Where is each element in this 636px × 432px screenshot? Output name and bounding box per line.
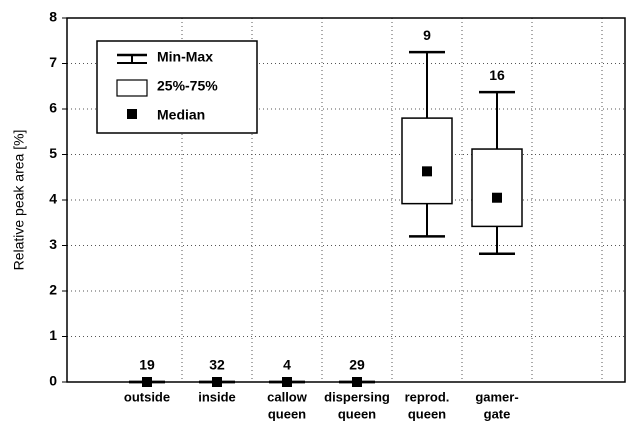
x-tick-label: queen [408, 406, 446, 421]
y-axis-label: Relative peak area [%] [11, 130, 27, 271]
count-label: 19 [139, 357, 155, 373]
box [471, 148, 523, 228]
y-tick-label: 6 [49, 100, 57, 116]
box [401, 117, 453, 205]
y-tick-label: 4 [49, 191, 57, 207]
y-tick-label: 8 [49, 9, 57, 25]
legend-box-swatch [116, 79, 148, 97]
x-tick-label: gamer- [475, 389, 518, 404]
x-tick-label: inside [198, 389, 236, 404]
y-tick-label: 7 [49, 54, 57, 70]
legend-label: Median [157, 107, 205, 123]
legend-median-swatch [127, 109, 137, 119]
median [352, 377, 362, 387]
median [492, 192, 502, 203]
x-tick-label: outside [124, 389, 170, 404]
count-label: 4 [283, 357, 291, 373]
x-tick-label: gate [484, 406, 511, 421]
legend-label: Min-Max [157, 49, 213, 65]
y-tick-label: 3 [49, 236, 57, 252]
count-label: 32 [209, 357, 225, 373]
x-tick-label: dispersing [324, 389, 390, 404]
y-tick-label: 1 [49, 327, 57, 343]
x-tick-label: queen [338, 406, 376, 421]
count-label: 9 [423, 27, 431, 43]
y-tick-label: 2 [49, 282, 57, 298]
y-tick-label: 0 [49, 373, 57, 389]
median [282, 377, 292, 387]
legend-label: 25%-75% [157, 78, 218, 94]
y-tick-label: 5 [49, 145, 57, 161]
median [422, 166, 432, 177]
count-label: 16 [489, 67, 505, 83]
x-tick-label: reprod. [405, 389, 450, 404]
median [142, 377, 152, 387]
count-label: 29 [349, 357, 365, 373]
x-tick-label: queen [268, 406, 306, 421]
median [212, 377, 222, 387]
x-tick-label: callow [267, 389, 308, 404]
